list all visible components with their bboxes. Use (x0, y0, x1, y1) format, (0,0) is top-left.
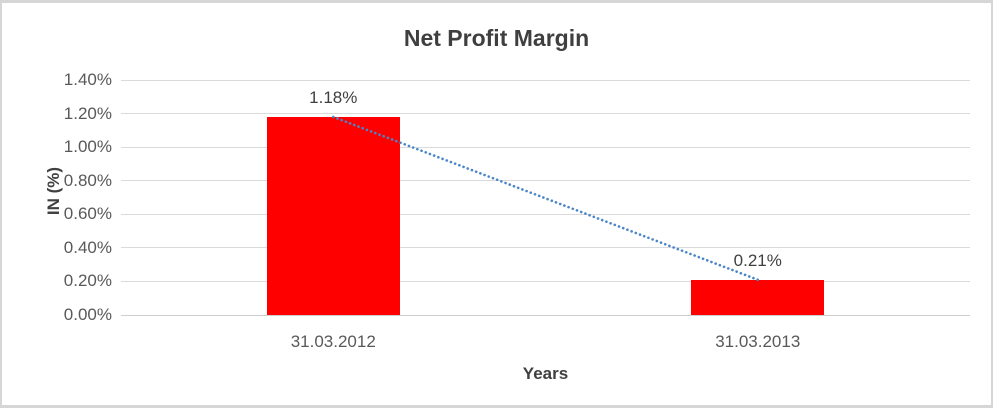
bar-31.03.2013 (691, 279, 825, 315)
gridline (121, 247, 970, 249)
y-tick-label: 0.40% (63, 237, 112, 257)
gridline (121, 79, 970, 81)
gridline (121, 180, 970, 182)
chart-title: Net Profit Margin (403, 25, 590, 51)
y-tick-label: 0.00% (63, 305, 112, 324)
bar-31.03.2012 (266, 116, 400, 315)
x-axis-title: Years (522, 364, 569, 383)
plot-area: 1.18% 0.21% (121, 79, 970, 316)
trendline-segment (331, 115, 760, 282)
trendline (331, 115, 760, 282)
y-tick-label: 0.20% (63, 271, 112, 291)
y-tick-label: 1.00% (63, 137, 112, 157)
data-label: 0.21% (733, 250, 782, 270)
x-category-label: 31.03.2013 (715, 332, 801, 351)
y-tick-label: 1.40% (63, 70, 112, 89)
y-tick-label: 0.60% (63, 204, 112, 224)
gridline (121, 113, 970, 115)
gridline (121, 146, 970, 148)
gridline (121, 213, 970, 215)
data-label: 1.18% (309, 87, 358, 107)
y-tick-label: 0.80% (63, 170, 112, 190)
y-tick-label: 1.20% (63, 103, 112, 123)
x-category-label: 31.03.2012 (290, 332, 376, 351)
gridline (121, 280, 970, 282)
x-axis-line (121, 314, 970, 316)
